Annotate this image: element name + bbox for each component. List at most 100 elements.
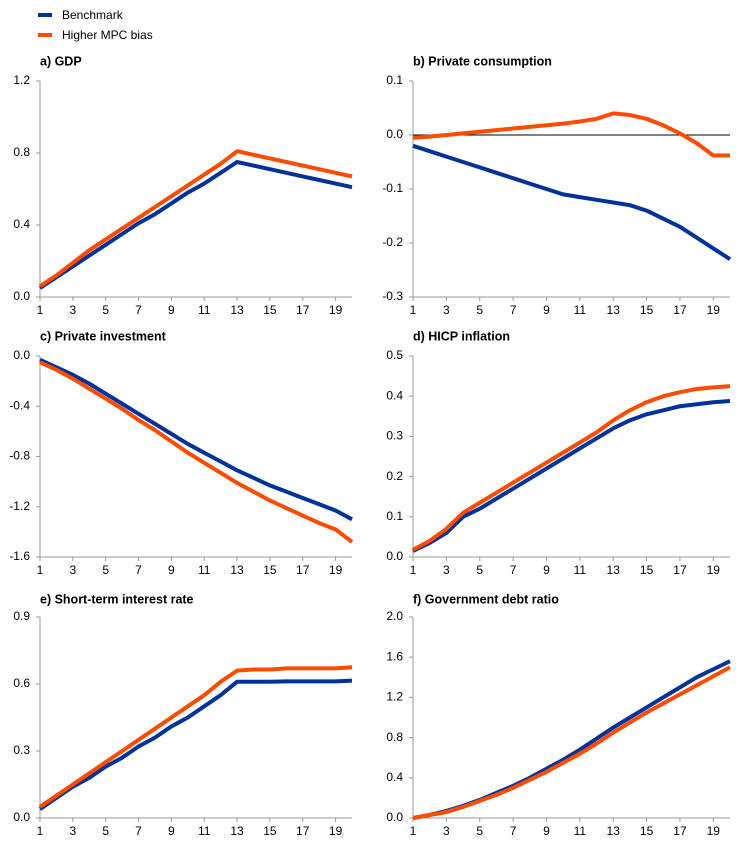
x-tick-label: 15 <box>263 303 277 317</box>
x-tick-label: 13 <box>607 303 621 317</box>
x-tick-label: 19 <box>707 824 721 838</box>
x-tick-label: 9 <box>543 824 550 838</box>
x-tick-label: 3 <box>69 824 76 838</box>
y-tick-label: -0.2 <box>382 235 403 249</box>
x-tick-label: 11 <box>198 563 211 577</box>
chart-title: b) Private consumption <box>413 54 552 68</box>
x-tick-label: 5 <box>476 824 483 838</box>
x-tick-label: 9 <box>168 563 175 577</box>
series-line <box>412 143 732 261</box>
x-tick-label: 5 <box>476 563 483 577</box>
series-line <box>39 360 354 544</box>
x-tick-label: 9 <box>168 303 175 317</box>
x-tick-label: 17 <box>296 563 310 577</box>
x-tick-label: 17 <box>673 303 687 317</box>
x-tick-label: 5 <box>102 824 109 838</box>
y-tick-label: 1.6 <box>386 649 403 663</box>
x-tick-label: 1 <box>410 563 417 577</box>
chart-title: d) HICP inflation <box>413 329 510 343</box>
x-tick-label: 19 <box>329 563 343 577</box>
series-line <box>38 149 353 288</box>
y-tick-label: 1.2 <box>13 73 30 87</box>
x-tick-label: 7 <box>135 563 142 577</box>
x-tick-label: 15 <box>640 563 654 577</box>
x-tick-label: 11 <box>574 563 587 577</box>
series-line <box>412 665 731 820</box>
x-tick-label: 15 <box>640 824 654 838</box>
x-tick-label: 13 <box>230 303 244 317</box>
x-tick-label: 17 <box>296 824 310 838</box>
x-tick-label: 1 <box>37 563 44 577</box>
series-line <box>38 665 353 809</box>
y-tick-label: -0.1 <box>382 181 403 195</box>
x-tick-label: 19 <box>707 563 721 577</box>
y-tick-label: 0.2 <box>386 469 403 483</box>
x-tick-label: 19 <box>707 303 721 317</box>
x-tick-label: 19 <box>329 303 343 317</box>
y-tick-label: 0.0 <box>13 348 30 362</box>
x-tick-label: 7 <box>510 563 517 577</box>
legend-label: Benchmark <box>62 8 124 22</box>
x-tick-label: 3 <box>443 563 450 577</box>
chart-title: c) Private investment <box>40 329 167 343</box>
x-tick-label: 7 <box>135 824 142 838</box>
y-tick-label: -0.4 <box>9 398 30 412</box>
x-tick-label: 15 <box>263 563 277 577</box>
x-tick-label: 9 <box>543 563 550 577</box>
series-line <box>38 678 353 811</box>
chart-title: f) Government debt ratio <box>413 592 559 606</box>
y-tick-label: -1.6 <box>9 549 30 563</box>
x-tick-label: 7 <box>510 824 517 838</box>
x-tick-label: 13 <box>607 824 621 838</box>
x-tick-label: 17 <box>673 563 687 577</box>
x-tick-label: 13 <box>230 563 244 577</box>
x-tick-label: 5 <box>102 303 109 317</box>
y-tick-label: -1.2 <box>9 499 30 513</box>
x-tick-label: 7 <box>510 303 517 317</box>
y-tick-label: 0.4 <box>386 388 403 402</box>
x-tick-label: 1 <box>37 303 44 317</box>
y-tick-label: -0.8 <box>9 449 30 463</box>
y-tick-label: 0.1 <box>386 509 403 523</box>
x-tick-label: 5 <box>102 563 109 577</box>
x-tick-label: 3 <box>443 824 450 838</box>
y-tick-label: 0.0 <box>386 810 403 824</box>
series-line <box>412 384 731 552</box>
x-tick-label: 11 <box>574 303 587 317</box>
y-tick-label: 0.3 <box>386 429 403 443</box>
x-tick-label: 17 <box>673 824 687 838</box>
series-line <box>412 111 730 158</box>
series-line <box>39 357 353 522</box>
x-tick-label: 19 <box>329 824 343 838</box>
x-tick-label: 11 <box>574 824 587 838</box>
y-tick-label: 2.0 <box>386 609 403 623</box>
x-tick-label: 11 <box>198 824 211 838</box>
y-tick-label: 0.0 <box>386 549 403 563</box>
chart-title: e) Short-term interest rate <box>40 592 194 606</box>
y-tick-label: 0.1 <box>386 73 403 87</box>
x-tick-label: 15 <box>263 824 277 838</box>
x-tick-label: 9 <box>543 303 550 317</box>
y-tick-label: 0.3 <box>13 743 30 757</box>
series-line <box>412 659 731 820</box>
x-tick-label: 3 <box>443 303 450 317</box>
y-tick-label: 0.8 <box>386 730 403 744</box>
x-tick-label: 17 <box>296 303 310 317</box>
y-tick-label: 0.0 <box>13 810 30 824</box>
x-tick-label: 1 <box>410 824 417 838</box>
y-tick-label: 0.0 <box>13 289 30 303</box>
y-tick-label: 0.8 <box>13 145 30 159</box>
y-tick-label: 0.9 <box>13 609 30 623</box>
y-tick-label: -0.3 <box>382 289 403 303</box>
y-tick-label: 0.0 <box>386 127 403 141</box>
x-tick-label: 3 <box>69 303 76 317</box>
x-tick-label: 1 <box>37 824 44 838</box>
legend-label: Higher MPC bias <box>62 28 153 42</box>
series-line <box>412 399 731 553</box>
x-tick-label: 7 <box>135 303 142 317</box>
x-tick-label: 1 <box>410 303 417 317</box>
x-tick-label: 15 <box>640 303 654 317</box>
y-tick-label: 0.4 <box>386 770 403 784</box>
y-tick-label: 0.5 <box>386 348 403 362</box>
